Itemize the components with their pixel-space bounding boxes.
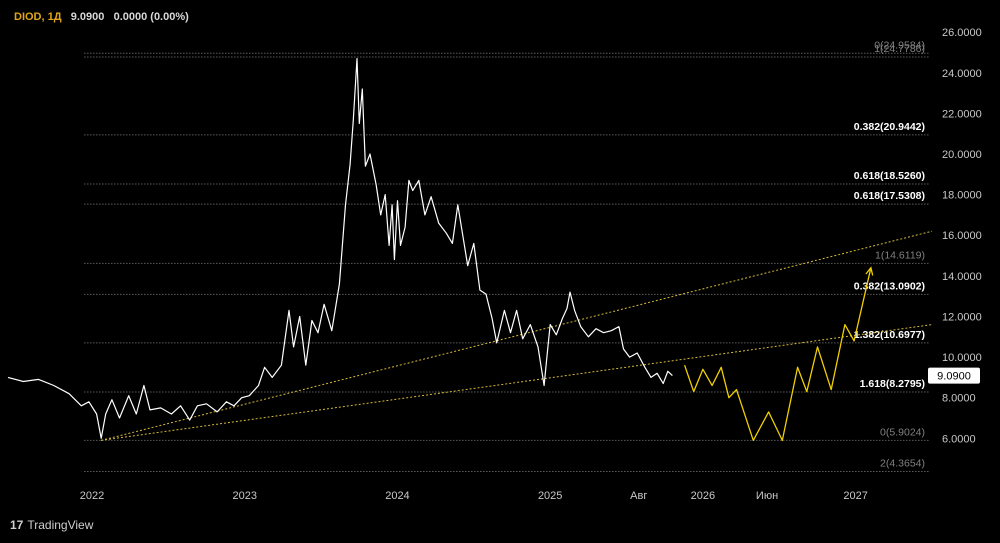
fib-level-label: 0.618(17.5308) [854,190,925,202]
trendline [101,230,933,441]
fib-level-label: 2(4.3654) [880,458,925,470]
x-tick-label: 2023 [232,490,256,502]
y-tick-label: 24.0000 [942,68,982,80]
x-tick-label: 2026 [691,490,715,502]
time-axis[interactable]: 2022 2023 2024 2025 Авг 2026 Июн 2027 [80,490,868,502]
fib-level-label: 1.618(8.2795) [860,378,925,390]
fib-levels: 0(24.9584)1(24.7786) 0.382(20.9442) 0.618(… [84,39,930,473]
fib-level-label: 1(14.6119) [875,249,925,261]
price-series [7,58,673,439]
last-price: 9.0900 [70,11,105,23]
x-tick-label: Июн [756,490,778,502]
symbol-label[interactable]: DIOD, 1Д [14,11,62,23]
projection-path [683,266,874,442]
y-tick-label: 16.0000 [942,230,982,242]
trendlines [101,230,933,441]
projection-arrowhead [865,266,874,276]
fib-level-label: 0.382(13.0902) [854,280,925,292]
y-tick-label: 8.0000 [942,393,976,405]
trendline [101,324,933,441]
current-price-label: 9.0900 [937,371,971,383]
x-tick-label: 2024 [385,490,409,502]
current-price-badge [928,367,980,384]
price-line [7,58,673,439]
chart-header: DIOD, 1Д 9.0900 0.0000 (0.00%) [14,11,189,23]
y-tick-label: 18.0000 [942,190,982,202]
fib-level-label: 0.382(20.9442) [854,121,925,133]
fib-level-label: 0(5.9024) [880,426,925,438]
fib-level-label: 1.382(10.6977) [854,329,925,341]
x-tick-label: 2022 [80,490,104,502]
tradingview-logo-icon: 17 [10,518,24,532]
x-tick-label: Авг [630,490,647,502]
y-tick-label: 12.0000 [942,311,982,323]
projection-line [683,267,872,442]
y-tick-label: 14.0000 [942,271,982,283]
x-tick-label: 2027 [843,490,867,502]
y-tick-label: 6.0000 [942,433,976,445]
y-tick-label: 26.0000 [942,27,982,39]
y-tick-label: 22.0000 [942,108,982,120]
y-tick-label: 10.0000 [942,352,982,364]
fib-level-label: 0.618(18.5260) [854,170,925,182]
x-tick-label: 2025 [538,490,562,502]
brand-name: TradingView [27,518,94,532]
fib-level-label: 0(24.9584) [874,39,925,51]
tradingview-logo[interactable]: 17 TradingView [10,518,93,532]
price-axis[interactable]: 6.0000 8.0000 10.0000 12.0000 14.0000 16.0000… [928,27,982,445]
y-tick-label: 20.0000 [942,149,982,161]
price-change: 0.0000 (0.00%) [113,11,189,23]
fib-level-label: 1(24.7786) [874,43,925,55]
